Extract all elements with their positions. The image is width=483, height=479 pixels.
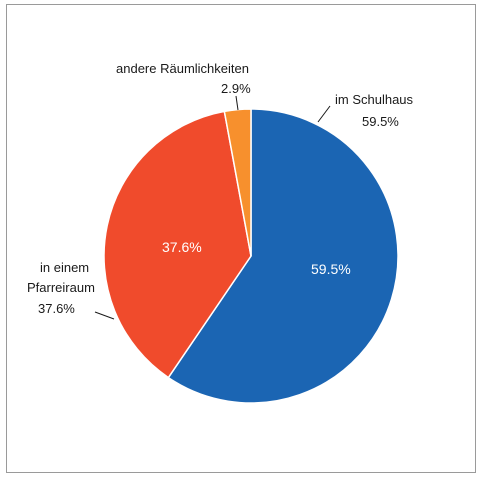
inside-label-schulhaus: 59.5% — [311, 261, 351, 277]
label-pfarreiraum-line1: in einem — [40, 260, 89, 275]
pie-slice-1 — [103, 110, 252, 379]
leader-line-pfarreiraum — [94, 311, 115, 320]
leader-line-schulhaus — [317, 105, 331, 123]
pie-slice-0 — [167, 108, 399, 404]
label-schulhaus-name: im Schulhaus — [335, 92, 414, 107]
label-pfarreiraum-line2: Pfarreiraum — [27, 280, 95, 295]
label-andere-name: andere Räumlichkeiten — [116, 61, 249, 76]
inside-label-pfarreiraum: 37.6% — [162, 239, 202, 255]
label-andere-value: 2.9% — [221, 81, 251, 96]
leader-line-andere — [235, 95, 239, 111]
label-schulhaus-value: 59.5% — [362, 114, 399, 129]
pie-slices — [103, 108, 399, 404]
label-pfarreiraum-value: 37.6% — [38, 301, 75, 316]
